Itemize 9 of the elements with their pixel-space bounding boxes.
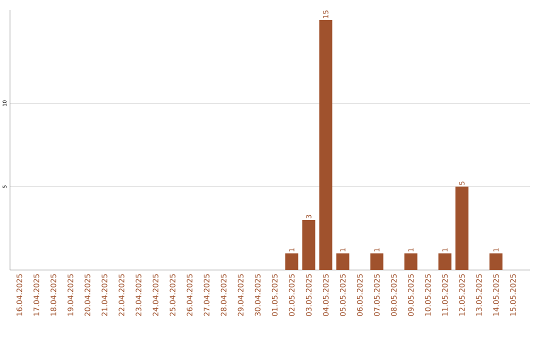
bar <box>370 253 384 270</box>
bar <box>455 186 468 270</box>
bar <box>285 253 298 270</box>
bar <box>302 220 316 270</box>
bar <box>336 253 350 270</box>
bar <box>404 253 418 270</box>
bar <box>319 20 332 270</box>
bar <box>489 253 502 270</box>
bar <box>438 253 452 270</box>
